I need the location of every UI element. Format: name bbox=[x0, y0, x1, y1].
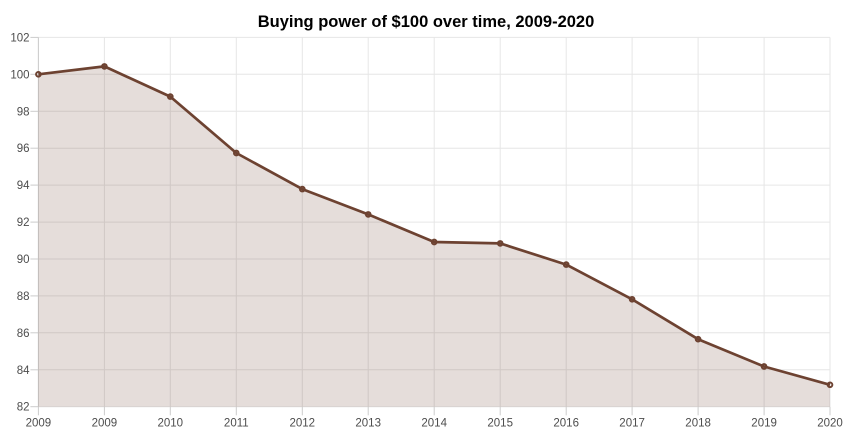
svg-text:2010: 2010 bbox=[158, 417, 184, 429]
svg-text:94: 94 bbox=[17, 180, 30, 192]
svg-text:100: 100 bbox=[10, 69, 29, 81]
svg-text:2009: 2009 bbox=[26, 417, 52, 429]
svg-text:2014: 2014 bbox=[421, 417, 447, 429]
svg-text:86: 86 bbox=[17, 328, 30, 340]
svg-text:2020: 2020 bbox=[817, 417, 843, 429]
svg-text:98: 98 bbox=[17, 106, 30, 118]
svg-text:2015: 2015 bbox=[487, 417, 513, 429]
svg-text:88: 88 bbox=[17, 291, 30, 303]
svg-text:2011: 2011 bbox=[224, 417, 249, 429]
svg-text:82: 82 bbox=[17, 402, 30, 414]
svg-text:92: 92 bbox=[17, 217, 30, 229]
svg-text:2018: 2018 bbox=[685, 417, 711, 429]
svg-text:2013: 2013 bbox=[355, 417, 381, 429]
svg-text:2017: 2017 bbox=[619, 417, 645, 429]
svg-text:2009: 2009 bbox=[92, 417, 118, 429]
svg-text:Buying power of $100 over time: Buying power of $100 over time, 2009-202… bbox=[258, 13, 595, 31]
svg-text:2019: 2019 bbox=[751, 417, 777, 429]
svg-text:102: 102 bbox=[10, 32, 29, 44]
svg-text:96: 96 bbox=[17, 143, 30, 155]
svg-text:2016: 2016 bbox=[553, 417, 579, 429]
svg-text:84: 84 bbox=[17, 365, 30, 377]
svg-text:90: 90 bbox=[17, 254, 30, 266]
svg-text:2012: 2012 bbox=[290, 417, 316, 429]
